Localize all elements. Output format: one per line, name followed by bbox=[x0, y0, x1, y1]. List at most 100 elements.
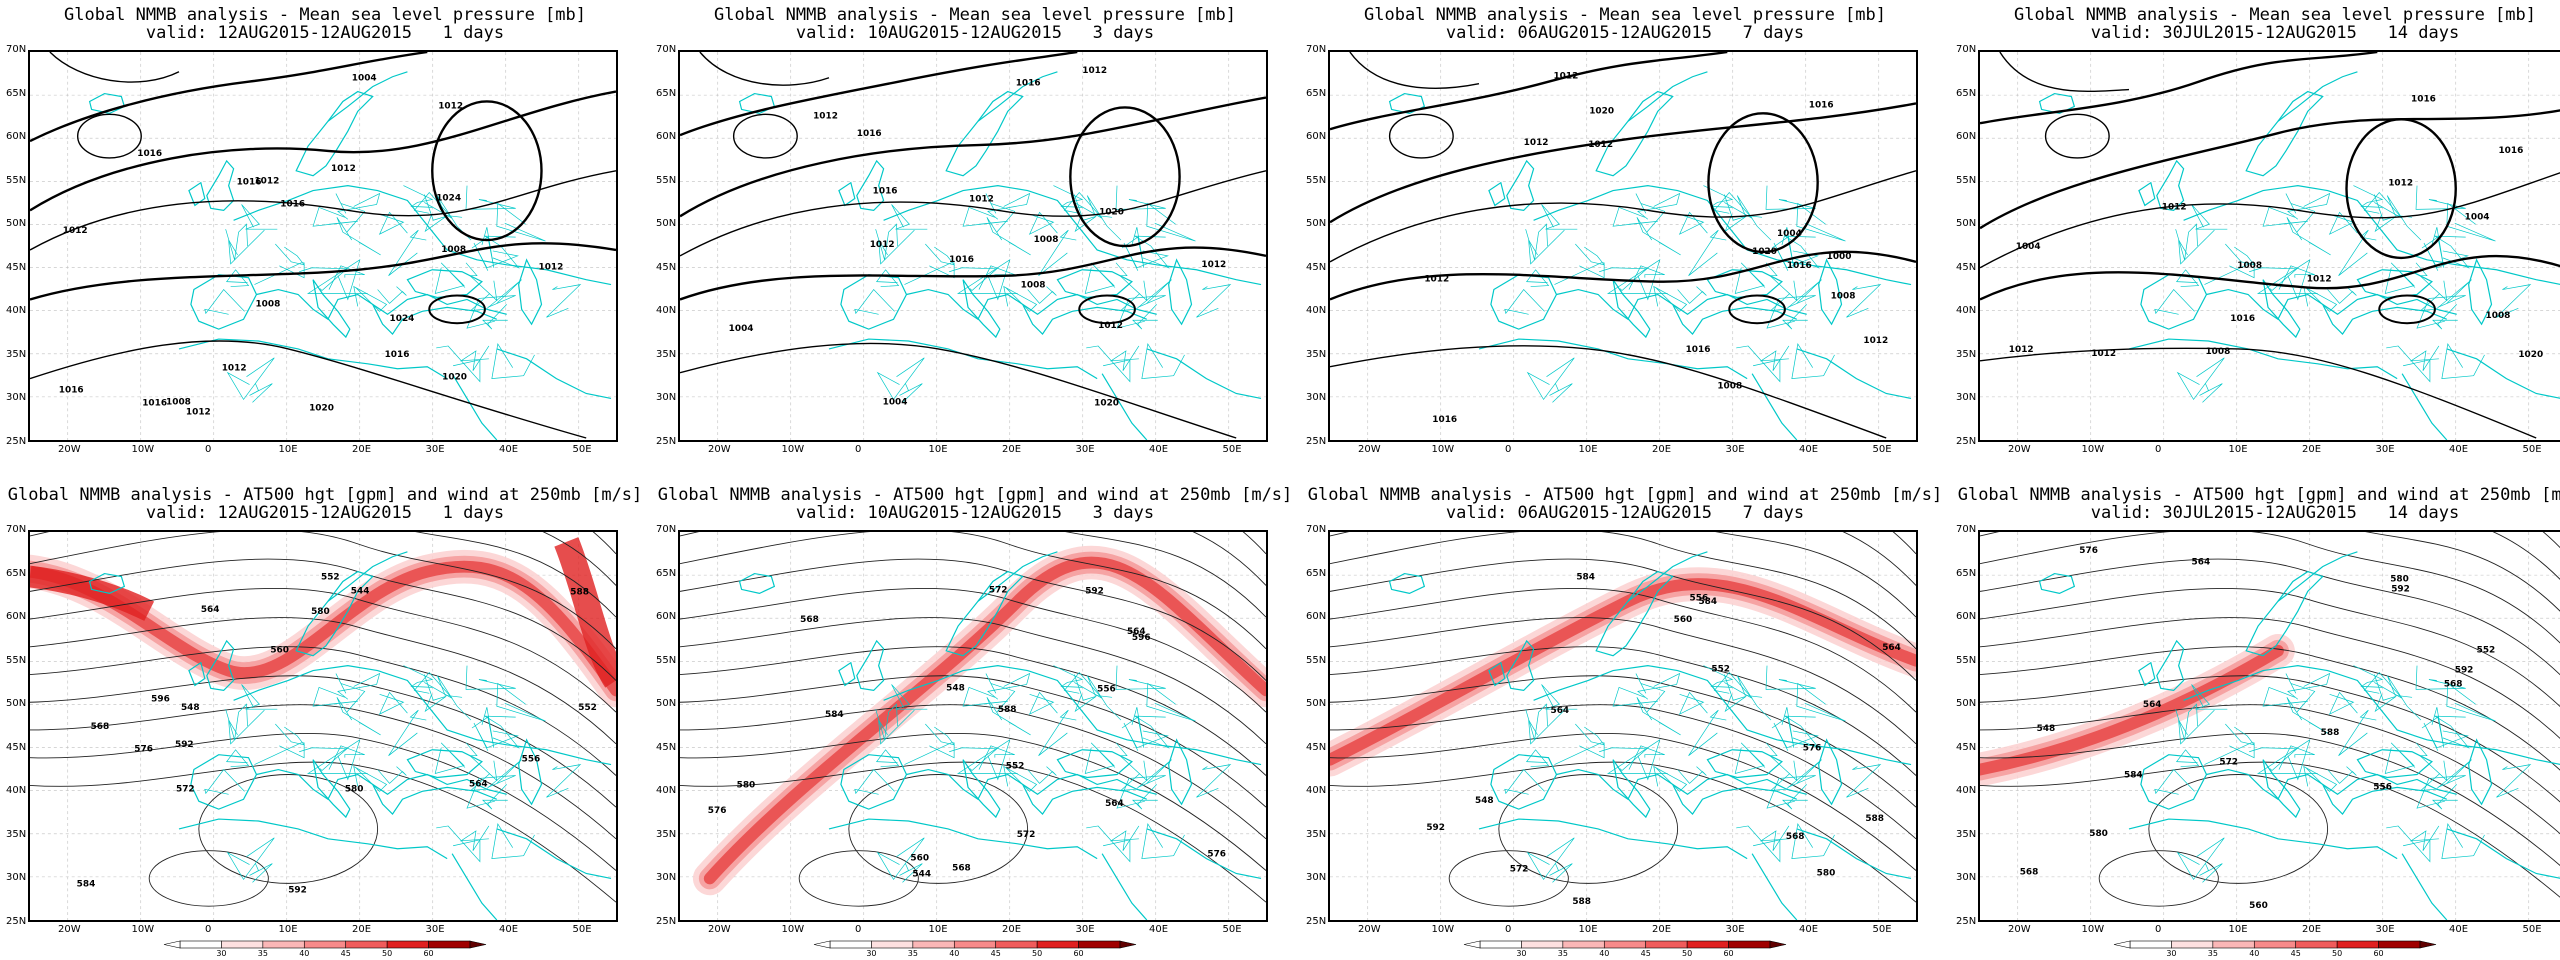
isobar bbox=[1330, 170, 1916, 263]
border-line bbox=[1628, 265, 1665, 290]
y-axis-label: 70N bbox=[6, 524, 27, 535]
border-line bbox=[1796, 682, 1846, 722]
map-plot-area: 544 548 552 556 560 564 568 572 576 580 584 588 592 5… bbox=[678, 530, 1268, 922]
border-line bbox=[1063, 672, 1103, 699]
border-line bbox=[2256, 259, 2318, 301]
ireland-coast bbox=[838, 181, 856, 207]
contour-label: 556 bbox=[1097, 684, 1116, 694]
arabia-coast bbox=[1146, 828, 1262, 880]
arabia-coast bbox=[1796, 828, 1912, 880]
border-line bbox=[1637, 192, 1681, 220]
norway-coast bbox=[1627, 551, 1708, 602]
contour-label: 1008 bbox=[2205, 347, 2230, 357]
italy-coast bbox=[962, 279, 1001, 339]
contour-label: 592 bbox=[2391, 584, 2410, 594]
y-axis-label: 30N bbox=[656, 872, 677, 884]
x-axis-label: 0 bbox=[855, 444, 862, 455]
height-contour bbox=[2542, 532, 2560, 549]
colorbar-tick: 50 bbox=[1682, 949, 1692, 956]
colorbar-swatch bbox=[221, 940, 264, 949]
colorbar-tick: 40 bbox=[2249, 949, 2259, 956]
colorbar-swatch bbox=[303, 940, 347, 949]
border-line bbox=[904, 742, 955, 765]
contour-label: 1008 bbox=[2237, 261, 2262, 271]
arabia-coast bbox=[2446, 828, 2560, 879]
scandinavia-coast bbox=[945, 570, 1024, 657]
x-axis-label: 20E bbox=[352, 444, 372, 455]
isobar bbox=[1330, 345, 1887, 439]
border-line bbox=[986, 697, 1031, 736]
border-line bbox=[2327, 286, 2357, 304]
grid-layer bbox=[1980, 532, 2560, 920]
wind-shading-layer bbox=[1980, 633, 2295, 787]
colorbar-arrow-right bbox=[2419, 940, 2437, 949]
grid-layer bbox=[680, 532, 1266, 920]
x-axis-label: 10W bbox=[1431, 444, 1455, 455]
height-contour bbox=[30, 617, 616, 745]
height-contour bbox=[680, 704, 1266, 840]
x-axis-label: 40E bbox=[499, 924, 519, 935]
contour-label: 1012 bbox=[1863, 336, 1888, 346]
border-line bbox=[306, 259, 368, 301]
caspian-coast bbox=[2468, 738, 2493, 806]
isobar bbox=[30, 242, 616, 301]
border-line bbox=[1115, 185, 1166, 210]
border-line bbox=[436, 345, 481, 383]
y-axis-label: 40N bbox=[656, 305, 677, 317]
border-line bbox=[2415, 185, 2466, 210]
border-line bbox=[2199, 863, 2223, 883]
y-axis-label: 30N bbox=[1306, 872, 1327, 884]
y-axis-label: 30N bbox=[6, 872, 27, 884]
border-line bbox=[335, 673, 366, 713]
europe-coast bbox=[883, 185, 1262, 286]
border-line bbox=[2384, 742, 2416, 774]
border-line bbox=[854, 769, 895, 795]
x-axis-label: 30E bbox=[425, 444, 445, 455]
panel-title: Global NMMB analysis - Mean sea level pr… bbox=[1364, 5, 1886, 25]
border-line bbox=[1635, 193, 1666, 233]
colorbar-tick: 60 bbox=[1723, 949, 1733, 956]
border-line bbox=[875, 703, 898, 740]
colorbar-tick: 30 bbox=[1516, 949, 1526, 956]
border-line bbox=[878, 229, 915, 265]
border-line bbox=[1504, 289, 1545, 315]
border-line bbox=[1782, 784, 1808, 810]
red-sea-coast bbox=[451, 853, 498, 920]
height-contour bbox=[1980, 646, 2560, 771]
contour-label: 572 bbox=[1017, 830, 1036, 840]
border-line bbox=[337, 192, 381, 220]
contour-label: 1012 bbox=[1082, 66, 1107, 76]
height-contour bbox=[1192, 532, 1266, 586]
caspian-coast bbox=[1168, 258, 1193, 326]
north-africa-coast bbox=[1478, 818, 1748, 860]
border-line bbox=[1636, 697, 1681, 736]
contour-label: 1012 bbox=[1201, 260, 1226, 270]
border-line bbox=[465, 262, 498, 302]
border-line bbox=[2384, 262, 2416, 294]
x-axis-label: 10E bbox=[1578, 444, 1598, 455]
border-line bbox=[1606, 739, 1668, 781]
y-axis-label: 55N bbox=[1306, 174, 1327, 186]
border-line bbox=[1783, 715, 1820, 749]
contour-label: 1012 bbox=[1553, 72, 1578, 82]
borders-layer bbox=[1504, 185, 1882, 403]
contour-label: 1004 bbox=[1777, 229, 1802, 239]
border-line bbox=[2278, 745, 2315, 770]
isobar-layer bbox=[1330, 52, 1916, 439]
contour-label: 1016 bbox=[59, 386, 84, 396]
x-axis-label: 20W bbox=[2008, 444, 2031, 455]
contour-label: 588 bbox=[1572, 897, 1591, 907]
scandinavia-coast bbox=[295, 90, 374, 177]
border-line bbox=[1736, 825, 1781, 863]
contour-label: 552 bbox=[321, 573, 340, 583]
caspian-coast bbox=[518, 258, 543, 326]
red-sea-coast bbox=[451, 373, 498, 440]
borders-layer bbox=[2154, 185, 2532, 403]
border-line bbox=[2433, 235, 2470, 269]
contour-label: 1012 bbox=[870, 240, 895, 250]
y-axis-label: 60N bbox=[6, 131, 27, 143]
norway-coast bbox=[327, 551, 408, 602]
border-line bbox=[1765, 185, 1816, 210]
borders-layer bbox=[204, 185, 582, 403]
x-axis-label: 10W bbox=[781, 444, 805, 455]
